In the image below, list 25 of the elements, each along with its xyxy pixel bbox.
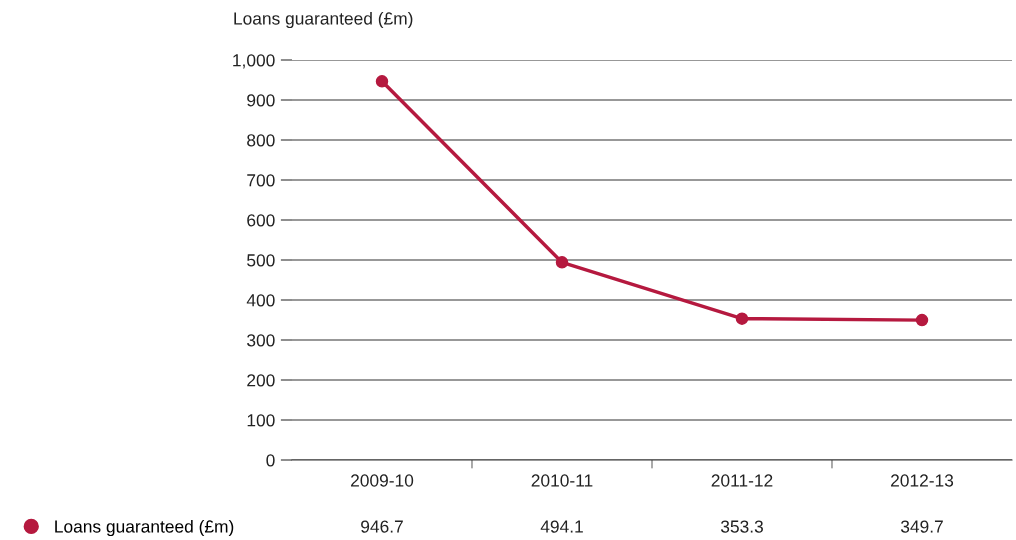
point [555,256,569,269]
data-label: 946.7 [361,520,403,533]
x-tick-label: 2011-12 [711,474,773,487]
y-tick-label: 400 [246,294,275,307]
data-label: 349.7 [900,520,943,533]
x-tick-label: 2009-10 [351,474,414,487]
y-tick-label: 800 [247,134,275,147]
y-axis-title: Loans guaranteed (£m) [234,11,413,29]
y-tick-label: 200 [247,374,275,387]
y-tick-label: 100 [247,414,275,427]
y-tick-label: 900 [247,94,275,107]
y-tick-label: 0 [266,454,275,467]
x-tick-label: 2012-13 [891,474,954,487]
legend-label: Loans guaranteed (£m) [55,519,234,537]
y-tick-label: 500 [247,254,275,267]
y-tick-label: 300 [247,334,275,347]
y-tick-label: 600 [247,214,275,227]
data-label: 353.3 [720,520,763,533]
data-label: 494.1 [540,520,583,533]
y-tick-label: 1,000 [233,54,275,69]
point [915,313,929,327]
y-tick-label: 700 [247,174,275,187]
point [735,312,749,325]
x-tick-label: 2010-11 [531,474,593,487]
point [375,75,389,88]
